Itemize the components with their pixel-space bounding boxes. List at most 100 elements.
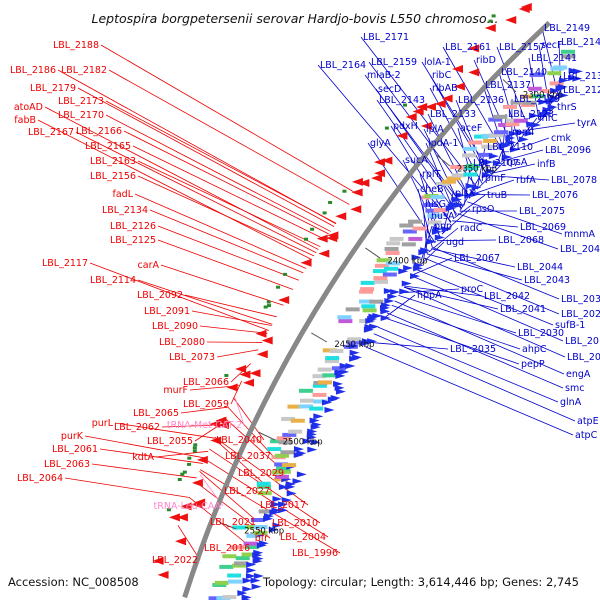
gene-label-left[interactable]: LBL_2166	[76, 126, 122, 137]
gene-label-right[interactable]: LBL_2130	[563, 71, 600, 82]
gene-label-right[interactable]: rpsA	[506, 157, 528, 168]
gene-label-right[interactable]: LBL_2041	[500, 304, 546, 315]
gene-label-right[interactable]: LBL_2124	[563, 85, 600, 96]
gene-label-left[interactable]: LBL_2010	[272, 518, 318, 529]
gene-label-right[interactable]: LBL_2068	[498, 235, 544, 246]
gene-label-right[interactable]: rpmI	[512, 127, 534, 138]
gene-label-right[interactable]: LBL_2143	[379, 95, 425, 106]
gene-label-right[interactable]: LBL_2031	[561, 294, 600, 305]
gene-label-left[interactable]: LBL_2080	[159, 337, 205, 348]
gene-label-left[interactable]: kdtA	[132, 452, 154, 463]
gene-label-left[interactable]: LBL_2090	[152, 321, 198, 332]
gene-label-left[interactable]: LBL_2004	[280, 532, 326, 543]
gene-label-left[interactable]: LBL_2016	[204, 543, 250, 554]
gene-label-right[interactable]: LBL_2067	[454, 253, 500, 264]
gene-label-right[interactable]: cheB	[420, 184, 444, 195]
gene-label-right[interactable]: rpsO	[472, 204, 494, 215]
gene-label-right[interactable]: engA	[566, 369, 591, 380]
gene-label-left[interactable]: LBL_2126	[110, 221, 156, 232]
gene-label-right[interactable]: rplT	[422, 169, 441, 180]
gene-label-right[interactable]: glnA	[560, 397, 582, 408]
gene-label-left[interactable]: LBL_2165	[85, 141, 131, 152]
gene-label-right[interactable]: LBL_2123	[508, 109, 554, 120]
gene-label-left[interactable]: LBL_2182	[61, 65, 107, 76]
gene-label-left[interactable]: fadL	[113, 189, 134, 200]
gene-label-right[interactable]: pepP	[521, 359, 545, 370]
gene-label-right[interactable]: LBL_2136	[458, 95, 504, 106]
gene-label-left[interactable]: LBL_2163	[90, 156, 136, 167]
gene-label-left[interactable]: LBL_2064	[17, 473, 63, 484]
gene-label-left[interactable]: LBL_2114	[90, 275, 136, 286]
gene-label-right[interactable]: secF	[541, 40, 562, 51]
gene-label-left[interactable]: LBL_2170	[58, 110, 104, 121]
gene-label-right[interactable]: mnmA	[564, 229, 596, 240]
gene-label-right[interactable]: glyA	[370, 138, 391, 149]
gene-label-right[interactable]: LBL_2157	[499, 42, 545, 53]
rna-label[interactable]: tRNA-Leu-CAA	[154, 501, 222, 512]
gene-label-right[interactable]: pdxH	[393, 121, 418, 132]
gene-label-right[interactable]: LBL_2044	[517, 262, 563, 273]
gene-label-right[interactable]: atpE	[577, 416, 599, 427]
gene-label-right[interactable]: LBL_2142	[561, 37, 600, 48]
gene-label-left[interactable]: LBL_2179	[30, 83, 76, 94]
gene-label-left[interactable]: LBL_2065	[133, 408, 179, 419]
gene-label-right[interactable]: LBL_2141	[531, 53, 577, 64]
gene-label-right[interactable]: ribAB	[432, 83, 458, 94]
gene-label-right[interactable]: pnp	[434, 221, 452, 232]
gene-label-left[interactable]: LBL_2125	[110, 235, 156, 246]
gene-label-left[interactable]: atoAD	[14, 102, 43, 113]
gene-label-right[interactable]: LBL_2164	[320, 60, 366, 71]
gene-label-left[interactable]: LBL_2117	[42, 258, 88, 269]
gene-label-right[interactable]: rpmF	[481, 173, 506, 184]
gene-label-right[interactable]: LBL_2133	[430, 109, 476, 120]
gene-label-right[interactable]: LBL_2069	[520, 222, 566, 233]
gene-label-right[interactable]: infB	[537, 159, 556, 170]
gene-label-left[interactable]: LBL_2059	[183, 399, 229, 410]
gene-label-right[interactable]: infC	[539, 113, 558, 124]
gene-label-right[interactable]: sufB-1	[555, 320, 585, 331]
gene-label-right[interactable]: hisG	[425, 199, 446, 210]
gene-label-right[interactable]: rbfA	[516, 175, 536, 186]
gene-label-right[interactable]: miaB-2	[367, 70, 401, 81]
gene-label-left[interactable]: fabB	[14, 115, 36, 126]
gene-label-left[interactable]: LBL_2055	[147, 436, 193, 447]
gene-label-right[interactable]: lolA-1	[424, 57, 451, 68]
gene-label-left[interactable]: LBL_2173	[58, 96, 104, 107]
gene-label-left[interactable]: LBL_2022	[152, 555, 198, 566]
gene-label-right[interactable]: LBL_2013	[565, 336, 600, 347]
gene-label-right[interactable]: LBL_2161	[445, 42, 491, 53]
gene-label-right[interactable]: LBL_2045	[560, 244, 600, 255]
gene-label-right[interactable]: lpdA-1	[428, 138, 458, 149]
gene-label-left[interactable]: LBL_2091	[144, 306, 190, 317]
gene-label-right[interactable]: hppA	[417, 290, 442, 301]
gene-label-right[interactable]: secD	[378, 84, 401, 95]
gene-label-right[interactable]: tyrA	[577, 118, 597, 129]
gene-label-right[interactable]: LBL_2078	[551, 175, 597, 186]
gene-label-left[interactable]: LBL_2061	[52, 444, 98, 455]
gene-label-right[interactable]: LBL_2043	[524, 275, 570, 286]
gene-label-right[interactable]: LBL_2137	[485, 80, 531, 91]
gene-label-right[interactable]: LBL_2129	[514, 94, 560, 105]
gene-label-left[interactable]: LBL_2040	[216, 435, 262, 446]
gene-label-left[interactable]: LBL_2167	[28, 127, 74, 138]
gene-label-right[interactable]: ribD	[476, 55, 496, 66]
rna-label[interactable]: tRNA-Met-CAT-2	[167, 420, 242, 431]
gene-label-left[interactable]: LBL_2029	[238, 468, 284, 479]
gene-label-right[interactable]: thrS	[557, 102, 577, 113]
gene-label-left[interactable]: murF	[163, 385, 188, 396]
gene-label-right[interactable]: ahpC	[522, 344, 547, 355]
gene-label-left[interactable]: LBL_2188	[53, 40, 99, 51]
gene-label-left[interactable]: LBL_2017	[260, 500, 306, 511]
gene-label-right[interactable]: ugd	[446, 237, 464, 248]
gene-label-left[interactable]: LBL_2066	[183, 377, 229, 388]
gene-label-left[interactable]: purK	[61, 431, 84, 442]
gene-label-right[interactable]: LBL_2159	[371, 57, 417, 68]
gene-label-left[interactable]: LBL_2021	[210, 517, 256, 528]
gene-label-right[interactable]: ribC	[432, 70, 452, 81]
gene-label-left[interactable]: LBL_2134	[102, 205, 148, 216]
gene-label-right[interactable]: LBL_2110	[487, 142, 533, 153]
gene-label-right[interactable]: LBL_2076	[532, 190, 578, 201]
gene-label-left[interactable]: LBL_2186	[10, 65, 56, 76]
gene-label-left[interactable]: LBL_2092	[137, 290, 183, 301]
gene-label-left[interactable]: purL	[92, 418, 114, 429]
